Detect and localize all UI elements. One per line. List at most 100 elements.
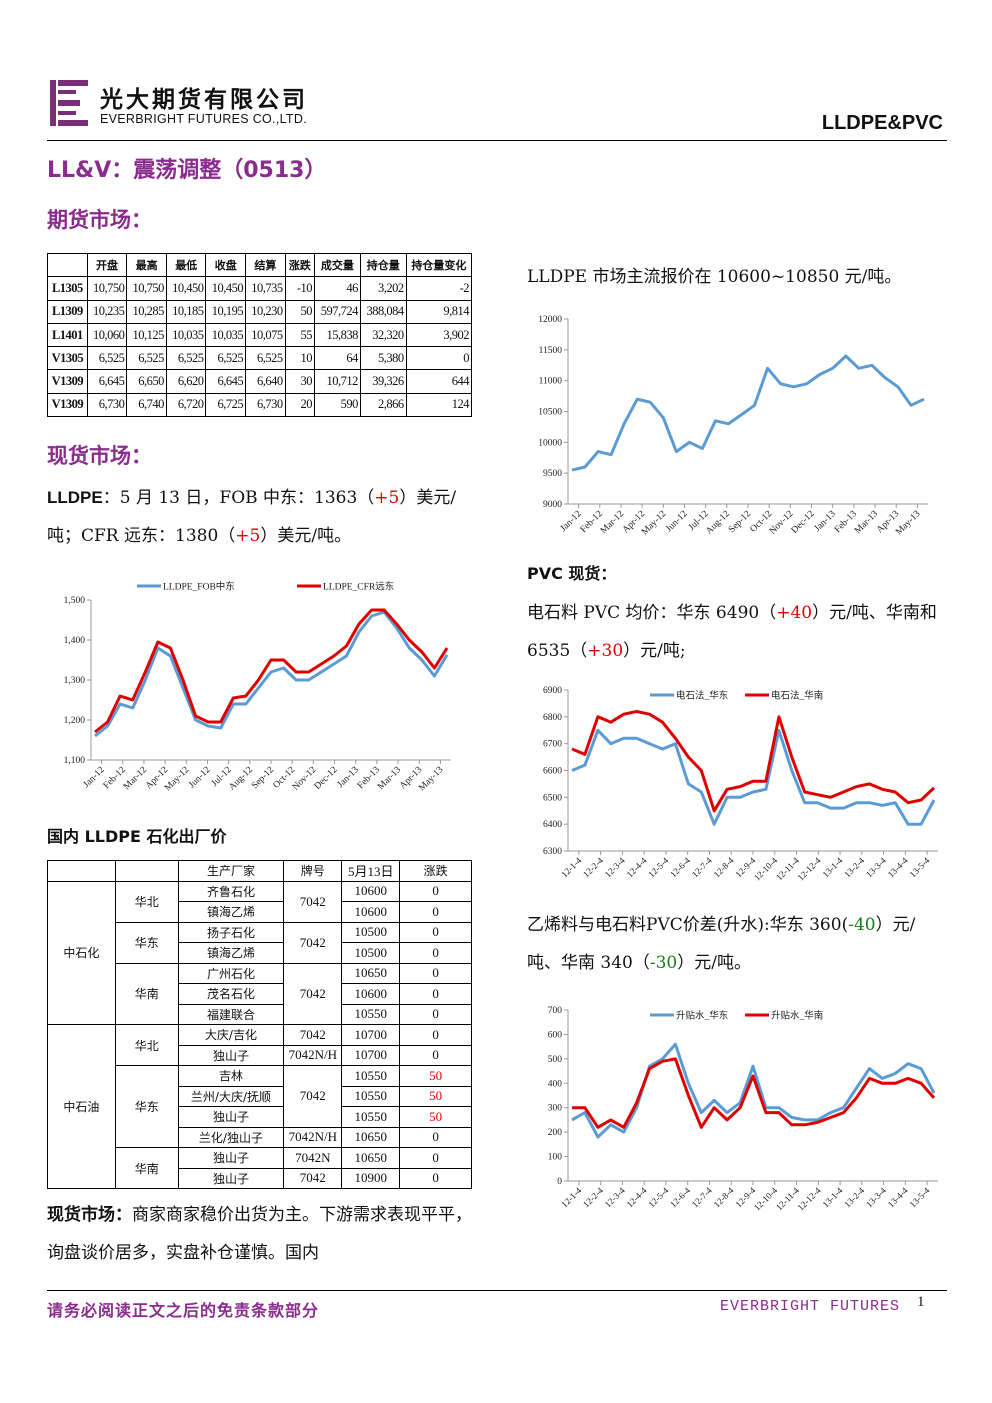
price-cell: 10550 (341, 1065, 401, 1087)
pvc-heading: PVC 现货： (527, 564, 617, 583)
region-cell: 华南 (114, 962, 179, 1025)
report-type: LLDPE&PVC (821, 112, 943, 134)
futures-cell: 10,060 (86, 322, 128, 348)
spread-text: ）元/吨、华南 340（ (527, 915, 916, 973)
producer-cell: 镇海乙烯 (177, 942, 285, 964)
x-tick-label: 12-12-4 (795, 855, 823, 883)
x-tick-label: Aug-12 (704, 509, 732, 537)
series-line (571, 710, 936, 813)
lldpe-spot-paragraph: LLDPE：5 月 13 日，FOB 中东：1363（+5）美元/吨；CFR 远… (47, 479, 472, 555)
futures-cell: 6,725 (205, 392, 247, 418)
producer-cell: 兰州/大庆/抚顺 (177, 1085, 285, 1107)
series-line (571, 354, 925, 472)
futures-cell: 6,525 (126, 346, 167, 371)
futures-cell: 388,084 (359, 299, 407, 324)
change-cell: 0 (399, 901, 472, 923)
x-tick-label: Mar-12 (599, 509, 626, 536)
x-tick-label: 12-7-4 (690, 855, 714, 879)
x-tick-label: 12-6-4 (668, 855, 692, 879)
producer-cell: 广州石化 (177, 962, 285, 984)
legend-label: 电石法_华东 (676, 690, 728, 702)
futures-cell: 10,125 (126, 322, 167, 348)
futures-cell: 10,235 (86, 299, 128, 324)
market-label: 现货市场： (47, 1205, 132, 1224)
y-tick-label: 700 (548, 1006, 563, 1016)
futures-row: L1401 10,060 10,125 10,035 10,035 10,075 55 15,… (47, 322, 473, 348)
futures-cell: 6,645 (205, 369, 247, 394)
x-tick-label: 12-5-4 (646, 1185, 670, 1209)
x-tick-label: 12-5-4 (646, 855, 670, 879)
futures-row: V1305 6,525 6,525 6,525 6,525 6,525 10 64 5,380 0 (47, 346, 473, 371)
futures-column-header: 涨跌 (284, 252, 316, 278)
footer-brand: EVERBRIGHT FUTURES (720, 1298, 901, 1315)
futures-cell: 39,326 (359, 369, 407, 394)
x-tick-label: 13-1-4 (820, 855, 844, 879)
spread-text: 乙烯料与电石料PVC价差(升水):华东 360( (527, 915, 849, 935)
ex-row: 兰化/独山子 7042N/H 10650 0 (48, 1126, 472, 1148)
price-cell: 10700 (341, 1044, 401, 1066)
lldpe-quote: LLDPE 市场主流报价在 10600~10850 元/吨。 (527, 267, 902, 287)
spread-paragraph: 乙烯料与电石料PVC价差(升水):华东 360(-40）元/吨、华南 340（-… (527, 906, 947, 982)
y-tick-label: 12000 (538, 315, 562, 325)
y-tick-label: 6600 (543, 767, 562, 777)
pvc-south-change: +30 (587, 641, 624, 661)
change-cell: 0 (399, 1044, 472, 1066)
change-cell: 0 (399, 1126, 472, 1148)
futures-cell: 10,735 (245, 276, 286, 301)
x-tick-label: 12-8-4 (712, 1185, 736, 1209)
futures-column-header: 开盘 (86, 252, 128, 278)
ex-row: 华南 广州石化 7042 10650 0 (48, 962, 472, 1025)
change-cell: 0 (399, 1147, 472, 1169)
futures-cell: 10,750 (86, 276, 128, 301)
futures-column-header: 结算 (245, 252, 286, 278)
ex-row: 独山子 7042 10900 0 (48, 1167, 472, 1189)
y-tick-label: 600 (548, 1030, 563, 1040)
y-tick-label: 11000 (539, 377, 563, 387)
x-tick-label: 13-1-4 (820, 1185, 844, 1209)
spread-text: ）元/吨。 (677, 953, 751, 973)
futures-cell: 30 (284, 369, 316, 394)
futures-row: L1305 10,750 10,750 10,450 10,450 10,735 -10 46… (47, 276, 473, 301)
x-tick-label: Jun-12 (664, 509, 690, 535)
x-tick-label: 12-2-4 (581, 1185, 605, 1209)
futures-cell: 3,902 (405, 322, 473, 348)
change-cell: 0 (399, 1003, 472, 1025)
x-tick-label: 12-3-4 (603, 855, 627, 879)
legend-label: LLDPE_FOB中东 (163, 581, 235, 593)
region-cell: 华东 (114, 1065, 179, 1148)
region-cell: 华东 (114, 921, 179, 964)
futures-cell: 20 (284, 392, 316, 418)
producer-cell: 兰化/独山子 (177, 1126, 285, 1148)
y-tick-label: 300 (548, 1104, 563, 1114)
x-tick-label: Mar-12 (122, 765, 149, 792)
y-tick-label: 9000 (543, 500, 562, 510)
futures-cell: -2 (405, 276, 473, 301)
futures-cell: 10,035 (205, 322, 247, 348)
ex-row: 中石化 华北 齐鲁石化 7042 10600 0 (47, 880, 472, 1025)
futures-cell: 6,645 (86, 369, 128, 394)
contract-code: V1305 (47, 346, 88, 371)
company-cell: 中石油 (47, 1024, 116, 1189)
change-cell: 50 (399, 1106, 472, 1128)
x-tick-label: Dec-12 (313, 765, 340, 792)
y-tick-label: 500 (548, 1055, 563, 1065)
y-tick-label: 200 (548, 1128, 563, 1138)
x-tick-label: May-13 (894, 509, 923, 538)
futures-cell: 10,075 (245, 322, 286, 348)
series-line (571, 1042, 936, 1139)
x-tick-label: 12-8-4 (712, 855, 736, 879)
company-name-en: EVERBRIGHT FUTURES CO.,LTD. (100, 112, 307, 126)
company-logo (50, 80, 92, 126)
price-cell: 10550 (341, 1003, 401, 1025)
price-cell: 10650 (341, 962, 401, 984)
price-cell: 10650 (341, 1126, 401, 1148)
x-tick-label: 12-3-4 (603, 1185, 627, 1209)
pvc-text: ）元/吨; (623, 641, 686, 661)
futures-cell: 6,640 (245, 369, 286, 394)
series-line (572, 1057, 936, 1129)
x-tick-label: 13-2-4 (842, 855, 866, 879)
legend-label: 电石法_华南 (771, 690, 823, 702)
y-tick-label: 0 (557, 1177, 562, 1187)
price-cell: 10600 (341, 880, 401, 902)
change-cell: 50 (399, 1085, 472, 1107)
